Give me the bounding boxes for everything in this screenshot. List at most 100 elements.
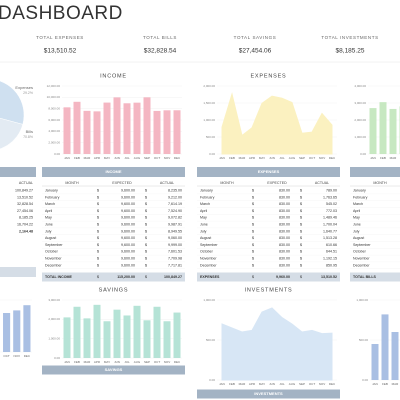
footer-band	[42, 365, 185, 375]
table-title: EXPENSES	[258, 169, 280, 174]
cell-value: 9,600.00	[121, 195, 135, 199]
cell-label: May	[45, 216, 52, 220]
cell-value: 115,200.00	[117, 275, 135, 279]
x-tick-label: DEC	[24, 354, 31, 358]
x-tick-label: JUN	[269, 382, 275, 386]
bar	[83, 110, 91, 154]
x-tick-label: JAN	[219, 382, 225, 386]
cell-label: February	[200, 195, 215, 199]
cell-label: November	[353, 256, 370, 260]
cell-label: June	[353, 222, 361, 226]
x-tick-label: FEB	[74, 360, 80, 364]
currency: $	[145, 275, 147, 279]
bar	[13, 310, 21, 352]
area	[221, 92, 333, 155]
currency: $	[252, 250, 254, 254]
x-tick-label: JUN	[269, 156, 275, 160]
x-tick-label: APR	[94, 360, 101, 364]
x-tick-label: AUG	[289, 382, 296, 386]
column-header: EXPECTED	[112, 181, 132, 185]
currency: $	[97, 236, 99, 240]
cell-value: 9,600.00	[121, 229, 135, 233]
x-tick-label: JAN	[372, 382, 378, 386]
currency: $	[145, 222, 147, 226]
currency: $	[300, 256, 302, 260]
cell-value: 7,601.53	[168, 250, 182, 254]
cell-label: September	[45, 243, 63, 247]
currency: $	[97, 195, 99, 199]
x-tick-label: OCT	[309, 382, 316, 386]
bar	[391, 332, 399, 380]
cell-label: February	[45, 195, 60, 199]
cell-value: 830.00	[279, 250, 290, 254]
cell-value: 7,717.81	[168, 263, 182, 267]
column-header: ACTUAL	[160, 181, 174, 185]
bar	[173, 312, 181, 358]
bar	[133, 102, 141, 154]
currency: $	[145, 216, 147, 220]
table-header-band	[350, 167, 400, 177]
y-tick-label: 500.00	[206, 135, 216, 139]
y-tick-label: 2,000.00	[48, 140, 60, 144]
x-tick-label: DEC	[329, 156, 336, 160]
cell-value: 7,709.98	[168, 256, 182, 260]
cell-value: 9,600.00	[121, 236, 135, 240]
cell-label: January	[200, 188, 213, 192]
bar	[133, 305, 141, 358]
summary-value: 2,164.48	[19, 229, 33, 233]
bar	[123, 315, 131, 358]
summary-band-lower	[0, 267, 36, 277]
cell-value: 9,600.00	[121, 263, 135, 267]
currency: $	[252, 275, 254, 279]
pie-label: Expenses	[15, 85, 33, 90]
summary-header: ACTUAL	[19, 181, 33, 185]
cell-value: 830.00	[279, 188, 290, 192]
currency: $	[252, 195, 254, 199]
pie-value-label: 29.2%	[23, 91, 33, 95]
cell-label: May	[353, 216, 360, 220]
column-header: MONTH	[220, 181, 234, 185]
cell-value: 9,600.00	[121, 256, 135, 260]
bar	[143, 320, 151, 358]
x-tick-label: MAR	[239, 156, 247, 160]
x-tick-label: MAR	[84, 360, 92, 364]
kpi-label: TOTAL INVESTMENTS	[321, 35, 378, 40]
x-tick-label: MAR	[390, 156, 398, 160]
x-tick-label: OCT	[154, 156, 161, 160]
x-tick-label: JAN	[219, 156, 225, 160]
bar	[123, 103, 131, 154]
cell-label: September	[353, 243, 371, 247]
cell-value: 1,763.65	[323, 195, 337, 199]
x-tick-label: APR	[94, 156, 101, 160]
cell-value: 8,235.00	[168, 188, 182, 192]
column-header: ACTUAL	[315, 181, 329, 185]
column-header: MONTH	[65, 181, 79, 185]
currency: $	[145, 263, 147, 267]
cell-label: June	[45, 222, 53, 226]
x-tick-label: AUG	[134, 156, 141, 160]
currency: $	[300, 195, 302, 199]
cell-value: 545.02	[326, 202, 337, 206]
y-tick-label: 0.00	[362, 378, 368, 382]
currency: $	[300, 229, 302, 233]
y-tick-label: 1,000.00	[203, 298, 215, 302]
column-header: MONTH	[373, 181, 387, 185]
x-tick-label: SEP	[299, 382, 305, 386]
bar	[63, 317, 71, 358]
chart-footer: INVESTMENTS	[254, 391, 283, 396]
chart-title: SAVINGS	[99, 287, 129, 293]
x-tick-label: APR	[249, 382, 256, 386]
currency: $	[145, 256, 147, 260]
page-title: DASHBOARD	[0, 3, 123, 24]
cell-value: 610.66	[326, 243, 337, 247]
x-tick-label: AUG	[289, 156, 296, 160]
x-tick-label: DEC	[174, 156, 181, 160]
currency: $	[252, 188, 254, 192]
x-tick-label: JAN	[370, 156, 376, 160]
currency: $	[97, 250, 99, 254]
x-tick-label: JUL	[124, 360, 130, 364]
currency: $	[252, 229, 254, 233]
bar	[153, 110, 161, 154]
currency: $	[300, 188, 302, 192]
cell-value: 9,600.00	[121, 209, 135, 213]
